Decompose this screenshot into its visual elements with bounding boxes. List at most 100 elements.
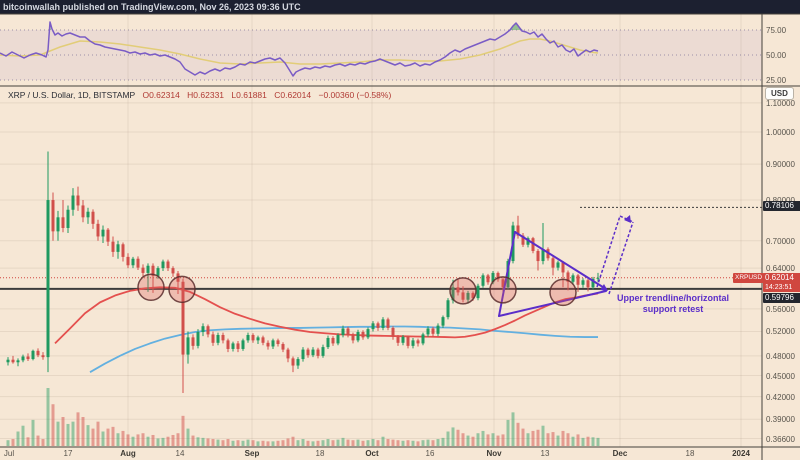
date-tick-label[interactable]: Jul: [3, 449, 15, 458]
projection-dashed-line: [608, 221, 634, 295]
candle-body: [271, 340, 275, 347]
candle-body: [401, 336, 405, 343]
volume-bar: [251, 440, 255, 446]
volume-bar: [36, 435, 40, 446]
volume-bar: [351, 440, 355, 446]
candle-body: [446, 300, 450, 318]
volume-bar: [241, 440, 245, 446]
volume-bar: [211, 439, 215, 446]
candle-body: [56, 217, 60, 232]
candle-body: [476, 285, 480, 299]
date-tick-label[interactable]: Aug: [120, 449, 136, 458]
candle-body: [141, 267, 145, 273]
trendline: [514, 231, 607, 290]
candle-body: [501, 279, 505, 288]
date-tick-label[interactable]: Nov: [486, 449, 502, 458]
support-touch-circle: [549, 278, 577, 307]
volume-bar: [56, 421, 60, 446]
candle-body: [391, 327, 395, 337]
volume-bar: [446, 431, 450, 446]
candle-body: [206, 326, 210, 335]
candle-body: [321, 347, 325, 356]
date-tick-label[interactable]: 17: [63, 449, 73, 458]
volume-bar: [316, 440, 320, 446]
volume-bar: [546, 433, 550, 446]
rsi-tick-label[interactable]: 25.00: [766, 76, 787, 85]
support-touch-circle: [137, 273, 165, 302]
price-tick-label[interactable]: 0.36600: [766, 434, 795, 444]
candle-body: [316, 349, 320, 356]
price-tick-label[interactable]: 0.90000: [766, 160, 795, 170]
date-tick-label[interactable]: 18: [315, 449, 325, 458]
volume-bar: [151, 434, 155, 446]
candle-body: [161, 261, 165, 269]
candle-body: [506, 261, 510, 288]
volume-bar: [206, 438, 210, 446]
price-tick-label[interactable]: 0.52000: [766, 327, 795, 337]
candle-body: [591, 278, 595, 288]
trendline-arrowhead: [600, 284, 608, 291]
price-tick-label[interactable]: 0.64000: [766, 264, 795, 274]
candle-body: [91, 211, 95, 224]
volume-bar: [551, 432, 555, 446]
candle-body: [216, 334, 220, 343]
price-tick-label[interactable]: 0.70000: [766, 236, 795, 246]
volume-bar: [491, 433, 495, 446]
candle-body: [486, 275, 490, 283]
date-tick-label[interactable]: Oct: [365, 449, 379, 458]
chart-legend[interactable]: XRP / U.S. Dollar, 1D, BITSTAMP O0.62314…: [8, 90, 391, 100]
symbol-title: XRP / U.S. Dollar, 1D, BITSTAMP: [8, 90, 136, 100]
price-tick-label[interactable]: 1.10000: [766, 98, 795, 108]
volume-bar: [366, 440, 370, 446]
candle-body: [301, 349, 305, 360]
candle-body: [576, 275, 580, 285]
price-tick-label[interactable]: 0.42000: [766, 392, 795, 402]
price-badge: 0.78106: [763, 201, 800, 212]
volume-bar: [21, 425, 25, 446]
candle-body: [431, 328, 435, 334]
candle-body: [286, 349, 290, 359]
volume-bar: [286, 438, 290, 446]
publish-text: bitcoinwallah published on TradingView.c…: [3, 2, 301, 12]
price-tick-label[interactable]: 0.48000: [766, 351, 795, 361]
volume-bar: [406, 440, 410, 446]
volume-bar: [571, 436, 575, 446]
projection-arrowhead: [624, 215, 631, 223]
volume-bar: [76, 412, 80, 446]
currency-chip[interactable]: USD: [765, 87, 794, 100]
candle-body: [411, 340, 415, 346]
volume-bar: [456, 429, 460, 446]
price-tick-label[interactable]: 0.56000: [766, 304, 795, 314]
candle-body: [531, 238, 535, 251]
price-tick-label[interactable]: 0.39000: [766, 415, 795, 425]
date-tick-label[interactable]: 14: [175, 449, 185, 458]
volume-bar: [11, 439, 15, 446]
date-tick-label[interactable]: 13: [540, 449, 550, 458]
date-tick-label[interactable]: 16: [425, 449, 435, 458]
volume-bar: [476, 433, 480, 446]
candle-body: [6, 359, 10, 363]
volume-bar: [421, 440, 425, 446]
rsi-tick-label[interactable]: 75.00: [766, 26, 787, 35]
candle-body: [331, 337, 335, 344]
ma-slow-line: [89, 325, 598, 373]
candle-body: [371, 323, 375, 330]
volume-bar: [356, 439, 360, 446]
date-tick-label[interactable]: 2024: [732, 449, 750, 458]
candle-body: [81, 205, 85, 218]
candle-body: [261, 337, 265, 343]
price-tick-label[interactable]: 0.45000: [766, 371, 795, 381]
rsi-tick-label[interactable]: 50.00: [766, 51, 787, 60]
date-tick-label[interactable]: 18: [685, 449, 695, 458]
date-tick-label[interactable]: Dec: [612, 449, 628, 458]
candle-body: [346, 328, 350, 335]
price-tick-label[interactable]: 1.00000: [766, 128, 795, 137]
candle-body: [496, 272, 500, 280]
candle-body: [291, 358, 295, 366]
candle-body: [451, 287, 455, 301]
date-tick-label[interactable]: Sep: [244, 449, 260, 458]
volume-bar: [531, 430, 535, 446]
volume-bar: [566, 433, 570, 446]
